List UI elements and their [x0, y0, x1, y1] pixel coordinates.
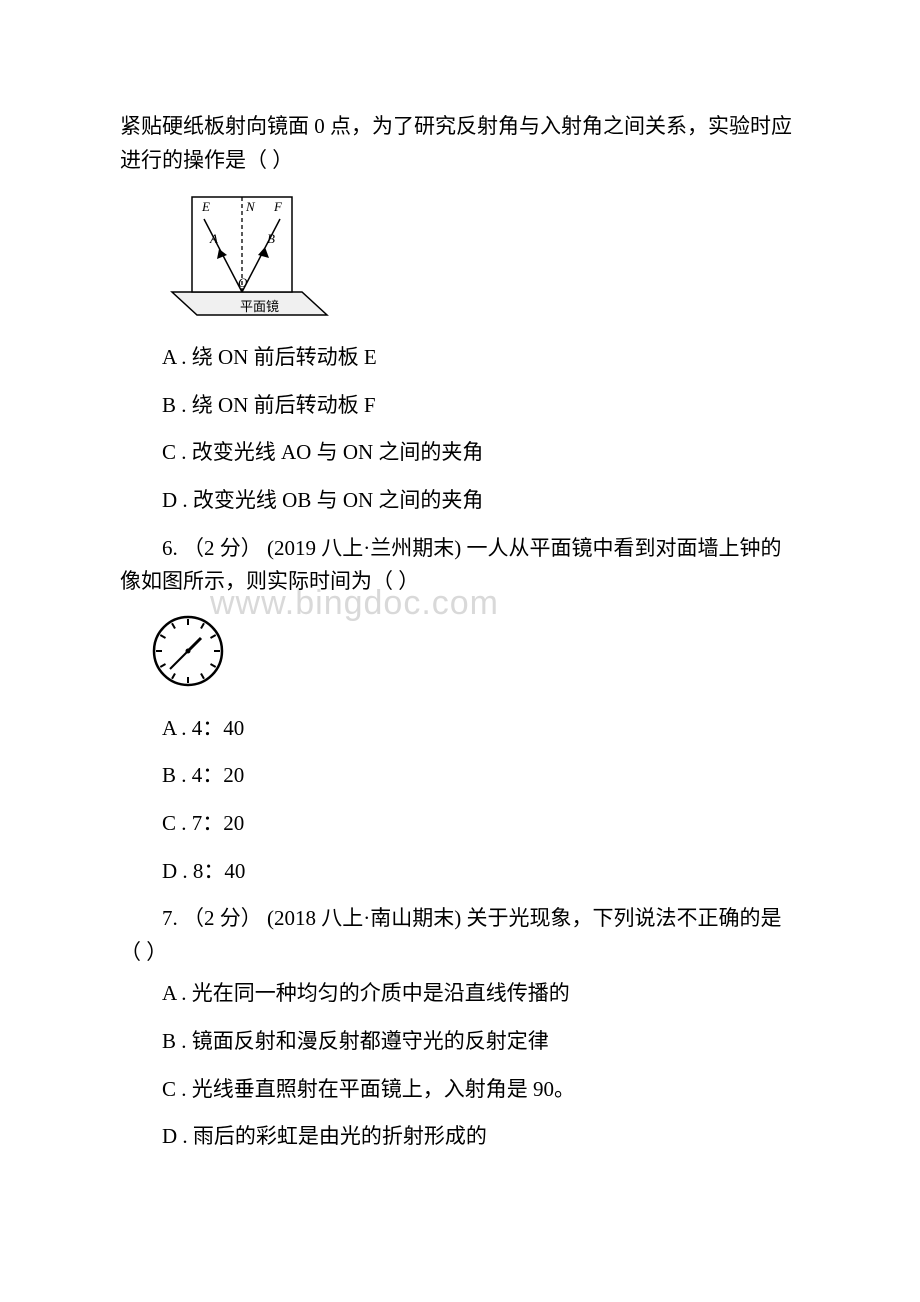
q5-option-a: A . 绕 ON 前后转动板 E [120, 341, 800, 375]
q6-option-b: B . 4：20 [120, 759, 800, 793]
label-o: O [238, 275, 248, 290]
q7-option-c: C . 光线垂直照射在平面镜上，入射角是 90。 [120, 1073, 800, 1107]
q6-option-d: D . 8：40 [120, 855, 800, 889]
mirror-label: 平面镜 [240, 299, 279, 314]
label-a: A [209, 231, 218, 246]
q6-option-c: C . 7：20 [120, 807, 800, 841]
q5-intro-text: 紧贴硬纸板射向镜面 0 点，为了研究反射角与入射角之间关系，实验时应进行的操作是… [120, 110, 800, 177]
q7-option-b: B . 镜面反射和漫反射都遵守光的反射定律 [120, 1025, 800, 1059]
label-n: N [245, 199, 256, 214]
q6-option-a: A . 4：40 [120, 712, 800, 746]
q6-stem: 6. （2 分） (2019 八上·兰州期末) 一人从平面镜中看到对面墙上钟的像… [120, 532, 800, 599]
q5-option-b: B . 绕 ON 前后转动板 F [120, 389, 800, 423]
q5-option-c: C . 改变光线 AO 与 ON 之间的夹角 [120, 436, 800, 470]
q5-option-d: D . 改变光线 OB 与 ON 之间的夹角 [120, 484, 800, 518]
clock-diagram [148, 611, 800, 696]
q7-option-d: D . 雨后的彩虹是由光的折射形成的 [120, 1120, 800, 1154]
reflection-diagram: E N F A B O 平面镜 [162, 187, 800, 327]
label-b: B [267, 231, 275, 246]
q7-option-a: A . 光在同一种均匀的介质中是沿直线传播的 [120, 977, 800, 1011]
q7-stem: 7. （2 分） (2018 八上·南山期末) 关于光现象，下列说法不正确的是（… [120, 902, 800, 969]
label-f: F [273, 199, 283, 214]
label-e: E [201, 199, 210, 214]
content-area: 紧贴硬纸板射向镜面 0 点，为了研究反射角与入射角之间关系，实验时应进行的操作是… [120, 110, 800, 1154]
clock-center [186, 648, 191, 653]
